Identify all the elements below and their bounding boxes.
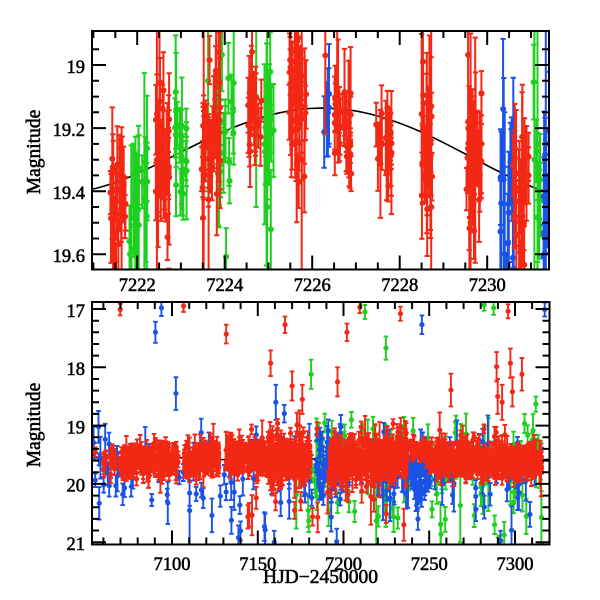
svg-text:Magnitude: Magnitude <box>24 110 45 194</box>
svg-text:7200: 7200 <box>325 555 362 575</box>
svg-text:7100: 7100 <box>154 555 191 575</box>
svg-text:HJD−2450000: HJD−2450000 <box>263 567 378 588</box>
svg-text:19.6: 19.6 <box>53 247 85 267</box>
svg-text:7226: 7226 <box>294 276 331 296</box>
svg-text:7230: 7230 <box>469 276 506 296</box>
svg-text:19.2: 19.2 <box>53 121 85 141</box>
svg-text:19: 19 <box>67 58 86 78</box>
svg-text:Magnitude: Magnitude <box>24 383 45 467</box>
svg-text:17: 17 <box>67 302 86 322</box>
svg-text:7150: 7150 <box>239 555 276 575</box>
svg-text:19: 19 <box>67 418 86 438</box>
svg-text:19.4: 19.4 <box>53 184 85 204</box>
svg-text:7222: 7222 <box>119 276 156 296</box>
svg-text:21: 21 <box>67 535 86 555</box>
svg-text:18: 18 <box>67 360 86 380</box>
svg-text:20: 20 <box>67 477 86 497</box>
svg-text:7300: 7300 <box>497 555 534 575</box>
svg-text:7250: 7250 <box>411 555 448 575</box>
svg-text:7228: 7228 <box>381 276 418 296</box>
svg-text:7224: 7224 <box>206 276 243 296</box>
